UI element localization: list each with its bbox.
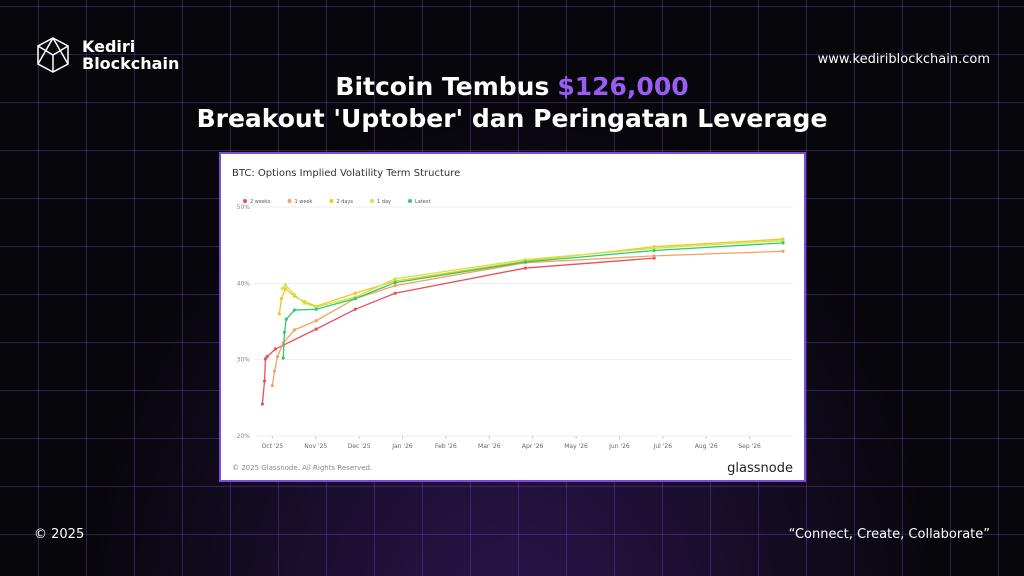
x-tick-label: Apr '26 — [522, 443, 544, 450]
source: © 2025 Glassnode. All Rights Reserved. — [232, 464, 372, 472]
legend-marker — [329, 199, 334, 203]
brand: Kediri Blockchain — [82, 38, 179, 72]
data-point — [652, 248, 656, 253]
data-point — [353, 291, 357, 295]
x-tick-label: Dec '25 — [348, 443, 371, 450]
legend-label: 2 days — [336, 199, 353, 205]
legend-marker — [370, 199, 375, 203]
brand-line: Kediri — [82, 37, 136, 56]
data-point — [280, 287, 284, 291]
data-point — [283, 283, 287, 287]
chart: BTC: Options Implied Volatility Term Str… — [232, 168, 793, 476]
website[interactable]: www.kediriblockchain.com — [817, 52, 990, 67]
x-tick-label: Sep '26 — [738, 443, 761, 450]
data-point — [270, 384, 274, 388]
data-point — [314, 319, 318, 323]
data-point — [523, 266, 527, 270]
data-point — [314, 307, 318, 311]
data-point — [279, 297, 284, 301]
data-point — [314, 305, 318, 309]
data-point — [292, 293, 297, 297]
data-point — [284, 317, 288, 321]
x-tick-label: Aug '26 — [695, 443, 718, 450]
data-point — [393, 277, 397, 281]
chart-title: BTC: Options Implied Volatility Term Str… — [232, 168, 460, 179]
y-tick-label: 40% — [237, 280, 251, 287]
x-tick-label: May '26 — [564, 443, 588, 450]
legend-label: 2 weeks — [250, 199, 271, 205]
data-point — [781, 249, 785, 253]
y-tick-label: 20% — [237, 433, 251, 440]
data-point — [523, 258, 527, 262]
data-point — [781, 238, 785, 243]
data-point — [353, 297, 357, 301]
series-line — [278, 238, 784, 314]
data-point — [314, 327, 318, 331]
data-point — [262, 379, 267, 383]
series-line — [271, 250, 784, 386]
headline-line: Breakout 'Uptober' dan Peringatan Levera… — [196, 104, 828, 133]
legend-marker — [287, 199, 292, 203]
legend-label: 1 day — [377, 199, 391, 205]
data-point — [781, 241, 785, 245]
series-line — [261, 257, 655, 405]
data-point — [272, 369, 277, 373]
x-tick-label: Jun '26 — [608, 443, 630, 450]
series-line — [282, 242, 784, 359]
data-point — [282, 330, 287, 334]
legend-label: 1 week — [295, 199, 313, 205]
data-point — [275, 355, 280, 359]
y-tick-label: 30% — [237, 357, 251, 364]
legend-marker — [243, 199, 247, 203]
data-point — [281, 356, 285, 360]
x-tick-label: Jul '26 — [653, 443, 673, 450]
data-point — [260, 402, 264, 406]
data-point — [652, 246, 656, 250]
legend-label: Latest — [415, 199, 430, 205]
data-point — [273, 347, 277, 351]
x-tick-label: Jan '26 — [391, 443, 413, 450]
data-point — [393, 284, 397, 288]
headline: Bitcoin Tembus $126,000 — [0, 72, 1024, 101]
data-point — [652, 256, 656, 260]
headline-prefix: Bitcoin Tembus — [335, 72, 550, 101]
brand-line: Blockchain — [82, 54, 180, 73]
logo-icon — [37, 37, 69, 73]
data-point — [652, 254, 656, 258]
x-tick-label: Nov '25 — [304, 443, 327, 450]
series-line — [281, 239, 784, 308]
logo-text: glassnode — [727, 461, 793, 476]
data-point — [292, 308, 297, 312]
x-tick-label: Mar '26 — [478, 443, 501, 450]
tagline: “Connect, Create, Collaborate” — [788, 527, 990, 542]
x-tick-label: Feb '26 — [435, 443, 457, 450]
data-point — [523, 260, 527, 264]
data-point — [277, 312, 281, 316]
data-point — [265, 355, 269, 359]
data-point — [353, 307, 357, 311]
chart-card: BTC: Options Implied Volatility Term Str… — [219, 152, 806, 482]
data-point — [292, 328, 297, 332]
y-tick-label: 50% — [237, 204, 251, 211]
data-point — [283, 287, 287, 291]
x-tick-label: Oct '25 — [262, 443, 284, 450]
headline-highlight: $126,000 — [557, 72, 689, 101]
copyright: © 2025 — [34, 527, 85, 542]
data-point — [393, 291, 397, 295]
data-point — [393, 280, 397, 285]
data-point — [302, 301, 307, 305]
data-point — [263, 357, 268, 361]
legend-marker — [407, 199, 412, 203]
